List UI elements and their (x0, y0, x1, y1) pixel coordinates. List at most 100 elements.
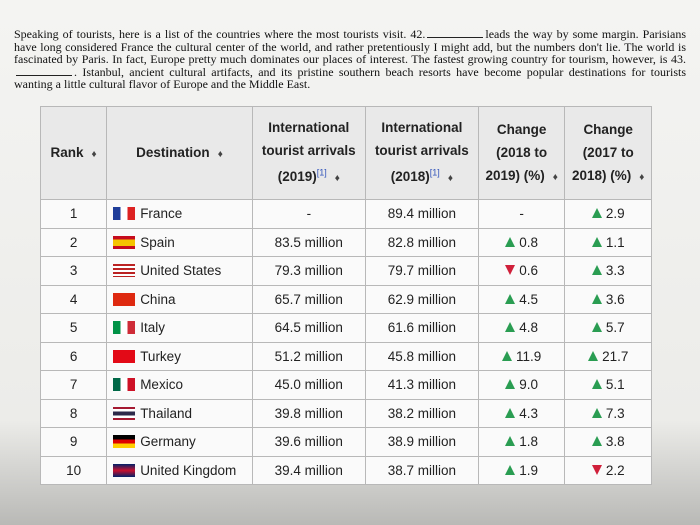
flag-icon (113, 292, 136, 306)
flag-icon (113, 321, 136, 335)
header-text: Change (2018 to 2019) (%) (485, 121, 548, 183)
change-value: 0.6 (519, 263, 539, 279)
arrivals-cell: 51.2 million (251, 341, 366, 371)
destination-cell: Turkey (106, 341, 253, 371)
flag-icon (113, 463, 136, 477)
column-header: Change (2017 to 2018) (%) (564, 106, 652, 200)
change-cell: 7.3 (564, 398, 652, 428)
rank-cell: 7 (39, 370, 108, 400)
change-value: 4.8 (519, 320, 539, 336)
arrivals-cell: 38.2 million (364, 398, 479, 428)
arrivals-cell: 62.9 million (364, 284, 479, 314)
flag-icon (113, 378, 136, 392)
rank-cell: 10 (39, 455, 108, 485)
change-cell: 3.8 (564, 427, 652, 457)
destination-name: Germany (140, 434, 196, 450)
trend-arrow (505, 265, 516, 276)
change-cell: - (477, 199, 566, 229)
table-row: 2 Spain 83.5 million 82.8 million 0.8 1.1 (39, 227, 652, 257)
trend-arrow (505, 436, 516, 447)
trend-arrow (588, 350, 599, 361)
table-body: 1 France -89.4 million -2.9 2 Spain 83.5 milli… (39, 199, 652, 485)
change-value: 1.1 (605, 234, 625, 250)
change-cell: 2.2 (564, 455, 652, 485)
change-cell: 2.9 (564, 199, 652, 229)
header-text: International tourist arrivals (2018) (374, 119, 469, 185)
trend-arrow (591, 265, 602, 276)
change-value: 2.9 (605, 206, 625, 222)
destination-cell: Thailand (106, 398, 253, 428)
header-label: Destination (136, 145, 223, 160)
change-value: 11.9 (515, 348, 542, 364)
flag-icon (113, 406, 136, 420)
paragraph-text: Speaking of tourists, here is a list of … (14, 27, 426, 41)
answer-blank (16, 66, 72, 76)
destination-name: Thailand (140, 405, 192, 421)
change-cell: 3.3 (564, 256, 652, 286)
change-value: 5.1 (605, 377, 625, 393)
change-value: 1.9 (519, 462, 539, 478)
table-row: 3 United States 79.3 million 79.7 million 0.… (39, 256, 652, 286)
table: Rank Destination International tourist arr… (39, 106, 652, 485)
trend-arrow (591, 236, 602, 247)
destination-cell: Germany (106, 427, 253, 457)
arrivals-cell: 39.8 million (251, 398, 366, 428)
table-row: 7 Mexico 45.0 million 41.3 million 9.0 5.1 (39, 370, 652, 400)
trend-arrow (591, 208, 602, 219)
header-row: Rank Destination International tourist arr… (39, 106, 652, 200)
destination-cell: United Kingdom (106, 455, 253, 485)
change-value: 4.5 (519, 291, 539, 307)
rank-cell: 6 (39, 341, 108, 371)
trend-arrow (501, 350, 512, 361)
change-value: 1.8 (519, 434, 539, 450)
change-value: 5.7 (605, 320, 625, 336)
table-row: 1 France -89.4 million -2.9 (39, 199, 652, 229)
header-text: Rank (50, 144, 84, 160)
arrivals-cell: 64.5 million (251, 313, 366, 343)
trend-arrow (591, 293, 602, 304)
destination-cell: Italy (106, 313, 253, 343)
change-cell: 11.9 (477, 341, 566, 371)
arrivals-cell: 83.5 million (251, 227, 366, 257)
change-value: 7.3 (605, 405, 625, 421)
paragraph-text: . Istanbul, ancient cultural artifacts, … (14, 64, 686, 91)
change-cell: 1.1 (564, 227, 652, 257)
header-label: Change (2017 to 2018) (%) (572, 122, 644, 183)
column-header: International tourist arrivals (2018)[1] (364, 106, 479, 200)
trend-arrow (591, 407, 602, 418)
arrivals-cell: 65.7 million (251, 284, 366, 314)
trend-arrow (505, 293, 516, 304)
flag-icon (113, 435, 136, 449)
trend-arrow (505, 236, 516, 247)
destination-name: Mexico (140, 377, 183, 393)
arrivals-cell: 79.7 million (364, 256, 479, 286)
rank-cell: 9 (39, 427, 108, 457)
paragraph: Speaking of tourists, here is a list of … (14, 28, 686, 91)
trend-arrow (505, 464, 516, 475)
rank-cell: 8 (39, 398, 108, 428)
destination-name: Spain (140, 234, 175, 250)
change-value: 0.8 (519, 234, 539, 250)
change-value: 3.8 (605, 434, 625, 450)
change-cell: 0.6 (477, 256, 566, 286)
change-cell: 1.8 (477, 427, 566, 457)
change-value: 21.7 (602, 348, 629, 364)
trend-arrow (505, 379, 516, 390)
arrivals-cell: 39.4 million (251, 455, 366, 485)
arrivals-cell: 79.3 million (251, 256, 366, 286)
destination-cell: China (106, 284, 253, 314)
arrivals-cell: 45.8 million (364, 341, 479, 371)
trend-arrow (505, 322, 516, 333)
header-label: Change (2018 to 2019) (%) (485, 122, 557, 183)
change-cell: 3.6 (564, 284, 652, 314)
change-cell: 9.0 (477, 370, 566, 400)
rank-cell: 5 (39, 313, 108, 343)
column-header: Change (2018 to 2019) (%) (477, 106, 566, 200)
arrivals-cell: 61.6 million (364, 313, 479, 343)
header-text: Destination (136, 144, 210, 160)
change-cell: 1.9 (477, 455, 566, 485)
change-value: 9.0 (519, 377, 539, 393)
rank-cell: 2 (39, 227, 108, 257)
change-cell: 21.7 (564, 341, 652, 371)
table-row: 5 Italy 64.5 million 61.6 million 4.8 5.7 (39, 313, 652, 343)
